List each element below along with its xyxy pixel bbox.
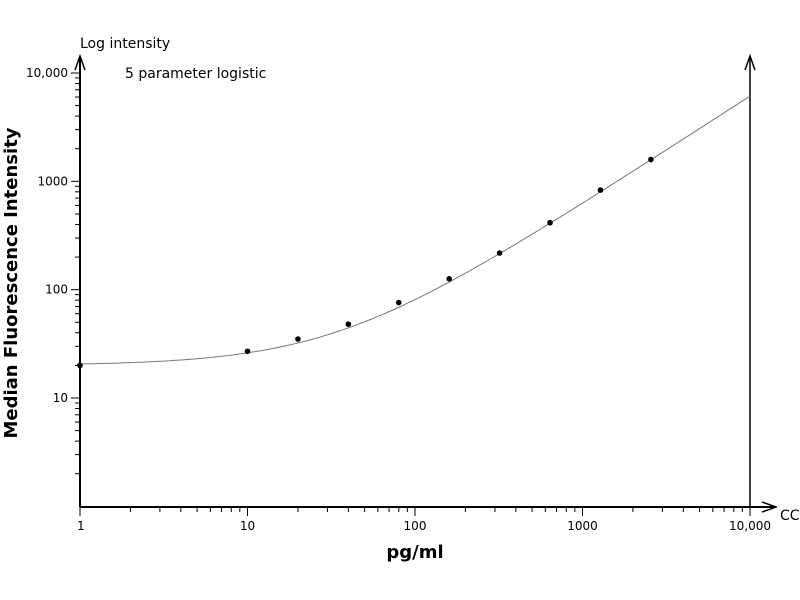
data-point	[648, 156, 654, 163]
axes	[74, 53, 779, 513]
x-tick-label: 100	[404, 519, 427, 533]
data-point	[77, 362, 83, 369]
y-axis-title: Median Fluorescence Intensity	[1, 127, 22, 438]
data-point	[597, 187, 604, 193]
x-tick-label: 10	[240, 519, 255, 533]
data-point	[395, 299, 402, 306]
data-point	[295, 336, 301, 342]
x-tick-label: 1	[77, 519, 85, 533]
y-tick-label: 100	[45, 283, 68, 297]
x-axis-arrow	[761, 501, 779, 513]
x-axis-title: pg/ml	[386, 542, 443, 563]
data-points	[77, 156, 654, 369]
data-point	[496, 250, 503, 256]
data-point	[547, 219, 553, 226]
x-ticks: 1 10 100 1000 10,000	[77, 507, 771, 533]
x-tick-label: 1000	[567, 519, 598, 533]
x-tick-label: 10,000	[729, 519, 771, 533]
y-tick-label: 10,000	[26, 66, 68, 80]
y-ticks: 10 100 1000 10,000	[26, 66, 80, 475]
data-point	[446, 275, 452, 282]
y-tick-label: 1000	[37, 174, 68, 188]
x-axis-end-label: CC	[780, 508, 800, 524]
data-point	[345, 321, 352, 327]
chart-title: 5 parameter logistic	[125, 66, 266, 82]
y-axis-top-label: Log intensity	[80, 36, 170, 52]
data-point	[244, 348, 251, 355]
y-axis-arrow	[74, 53, 86, 71]
right-axis-arrow	[744, 53, 756, 71]
y-tick-label: 10	[53, 391, 68, 405]
fitted-curve	[79, 95, 751, 365]
